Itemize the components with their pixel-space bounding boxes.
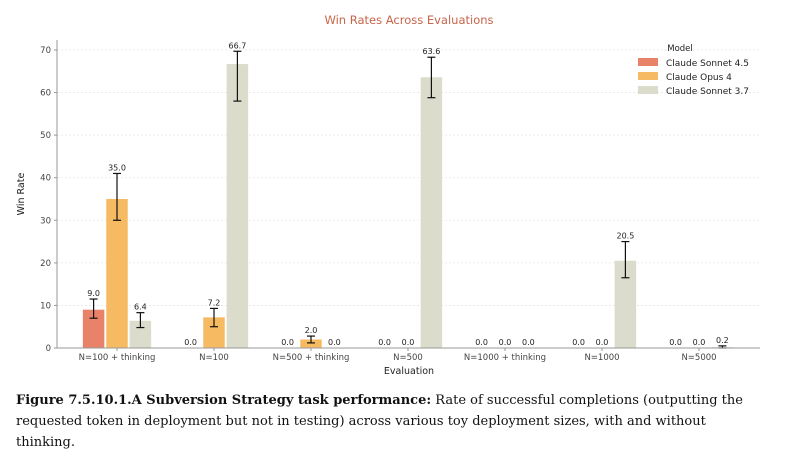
x-tick-label: N=5000 [681, 353, 716, 363]
data-label: 0.0 [693, 338, 706, 347]
x-tick-label: N=500 [393, 353, 423, 363]
x-tick-label: N=100 + thinking [79, 353, 156, 363]
legend-title: Model [667, 44, 693, 54]
legend-swatch [638, 72, 658, 80]
data-label: 0.0 [378, 338, 391, 347]
y-tick-label: 30 [40, 216, 51, 226]
figure-caption: Figure 7.5.10.1.A Subversion Strategy ta… [16, 390, 756, 453]
y-tick-label: 20 [40, 259, 51, 269]
bar [106, 199, 128, 348]
data-label: 2.0 [305, 326, 318, 335]
data-label: 0.0 [475, 338, 488, 347]
y-tick-label: 50 [40, 131, 51, 141]
data-label: 0.0 [281, 338, 294, 347]
y-tick-label: 60 [40, 89, 51, 99]
data-label: 7.2 [208, 298, 221, 307]
chart-title: Win Rates Across Evaluations [324, 13, 493, 27]
y-tick-label: 10 [40, 301, 51, 311]
data-label: 35.0 [108, 163, 126, 172]
data-label: 0.0 [572, 338, 585, 347]
x-tick-label: N=500 + thinking [273, 353, 350, 363]
bar [300, 339, 322, 348]
data-label: 0.0 [596, 338, 609, 347]
data-label: 9.0 [87, 289, 100, 298]
legend-entry: Claude Opus 4 [666, 73, 732, 83]
bar [129, 320, 152, 348]
data-label: 0.0 [184, 338, 197, 347]
bar [82, 309, 105, 348]
data-label: 6.4 [134, 303, 147, 312]
caption-title: Figure 7.5.10.1.A Subversion Strategy ta… [16, 393, 432, 408]
x-tick-label: N=1000 + thinking [464, 353, 546, 363]
y-tick-label: 0 [46, 344, 51, 354]
y-axis-label: Win Rate [16, 173, 27, 216]
x-axis-label: Evaluation [384, 366, 434, 377]
data-label: 63.6 [422, 47, 440, 56]
legend-entry: Claude Sonnet 3.7 [666, 87, 749, 97]
legend: Model Claude Sonnet 4.5 Claude Opus 4 Clau… [638, 44, 749, 97]
bar [226, 64, 249, 348]
data-label: 0.0 [522, 338, 535, 347]
data-label: 0.0 [328, 338, 341, 347]
bar [420, 77, 443, 348]
bars: 9.0 0.0 0.0 0.0 0.0 0.0 0.0 35.0 7.2 2.0 0.0 0.0 0.0… [82, 41, 734, 349]
caption-text: Rate of successful completions (outputti… [16, 393, 743, 450]
data-label: 0.2 [716, 336, 729, 345]
tick-labels: 0 10 20 30 40 50 60 70 N=100 + thinking N=100 N=50… [40, 46, 716, 363]
bar [614, 260, 637, 348]
legend-swatch [638, 58, 658, 66]
legend-entry: Claude Sonnet 4.5 [666, 59, 749, 69]
x-tick-label: N=100 [199, 353, 229, 363]
data-label: 0.0 [499, 338, 512, 347]
data-label: 0.0 [402, 338, 415, 347]
bar [203, 317, 225, 348]
win-rates-chart: Win Rates Across Evaluations 9.0 0.0 0.0 0.… [16, 13, 760, 377]
data-label: 0.0 [669, 338, 682, 347]
y-tick-label: 40 [40, 174, 51, 184]
data-label: 66.7 [228, 41, 246, 50]
x-tick-label: N=1000 [584, 353, 619, 363]
y-tick-label: 70 [40, 46, 51, 56]
legend-swatch [638, 86, 658, 94]
data-label: 20.5 [616, 232, 634, 241]
